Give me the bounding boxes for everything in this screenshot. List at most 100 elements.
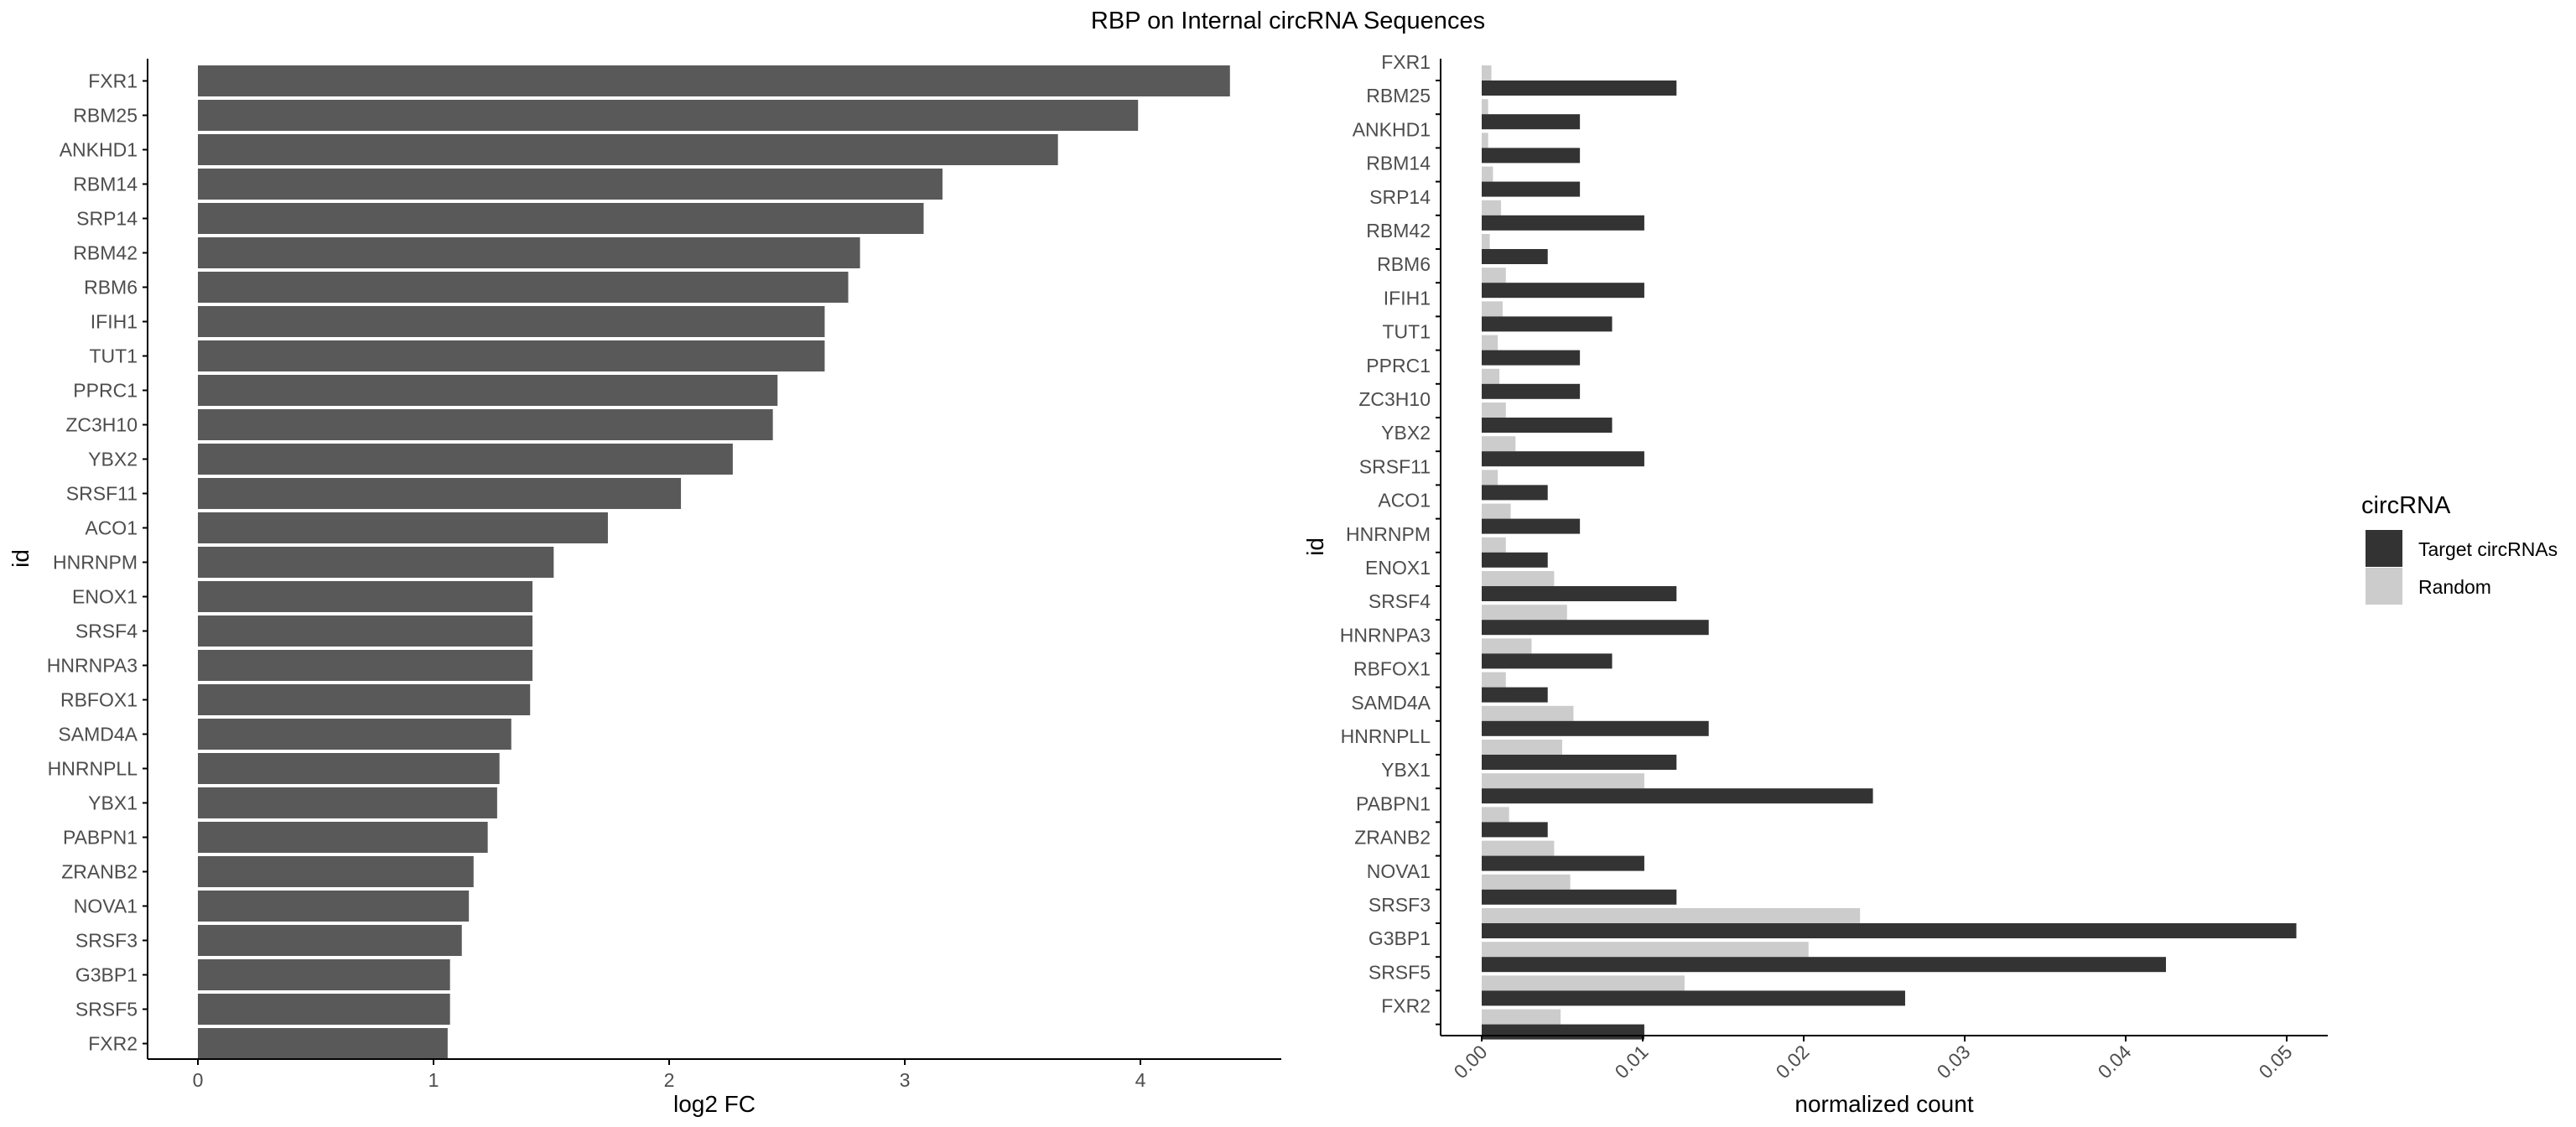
y-tick-label: RBM6	[1377, 253, 1431, 275]
y-tick-label: G3BP1	[75, 964, 138, 986]
y-tick-label: SRSF4	[75, 621, 138, 642]
y-tick-label: ZRANB2	[1354, 827, 1431, 849]
y-tick-label: ANKHD1	[60, 139, 138, 161]
y-tick-label: G3BP1	[1368, 927, 1431, 949]
bar-random-hnrnpll	[1482, 740, 1562, 755]
y-tick-label: YBX2	[88, 449, 138, 470]
y-tick-label: SRSF3	[1368, 894, 1431, 916]
bar-target-pabpn1	[1482, 822, 1548, 838]
y-tick-label: RBM25	[1366, 85, 1431, 106]
bar-random-fxr1	[1482, 65, 1492, 80]
bar-target-tut1	[1482, 350, 1581, 366]
bar-target-aco1	[1482, 518, 1581, 534]
x-tick-label: 0.02	[1771, 1041, 1813, 1083]
bar-random-rbfox1	[1482, 672, 1506, 688]
x-tick-label: 0.05	[2254, 1041, 2296, 1083]
x-tick-label: 0	[193, 1069, 204, 1091]
bar-nova1	[198, 891, 470, 922]
bar-target-g3bp1	[1482, 957, 2166, 973]
figure-title: RBP on Internal circRNA Sequences	[1091, 8, 1485, 34]
bar-random-aco1	[1482, 503, 1511, 519]
log2fc-bar-chart: FXR1 RBM25 ANKHD1 RBM14 SRP14 RBM42 RBM6 IFIH1 T…	[8, 59, 1281, 1117]
y-tick-label: RBM25	[73, 105, 138, 127]
bar-hnrnpll	[198, 753, 500, 784]
bar-samd4a	[198, 719, 512, 750]
bar-random-zc3h10	[1482, 402, 1506, 418]
bar-hnrnpm	[198, 547, 554, 578]
bar-srp14	[198, 203, 924, 234]
bar-target-ankhd1	[1482, 148, 1581, 164]
bar-zranb2	[198, 856, 474, 887]
bar-random-rbm14	[1482, 166, 1493, 182]
y-tick-label: SRP14	[76, 208, 138, 230]
bar-target-zranb2	[1482, 855, 1644, 871]
normalized-count-bars	[1482, 65, 2297, 1040]
y-tick-label: SRP14	[1369, 186, 1431, 208]
y-tick-label: IFIH1	[91, 311, 138, 333]
y-tick-label: SRSF11	[1359, 455, 1431, 477]
y-tick-label: ZRANB2	[61, 861, 138, 883]
bar-random-srsf5	[1482, 975, 1685, 991]
bar-target-srsf3	[1482, 923, 2297, 938]
bar-random-g3bp1	[1482, 942, 1809, 958]
bar-random-fxr2	[1482, 1009, 1561, 1025]
y-tick-label: TUT1	[1383, 321, 1431, 343]
log2fc-x-axis-title: log2 FC	[673, 1091, 756, 1117]
bar-ybx2	[198, 444, 733, 475]
bar-random-srp14	[1482, 200, 1502, 216]
bar-fxr2	[198, 1028, 448, 1059]
log2fc-bars	[198, 65, 1230, 1059]
bar-random-hnrnpm	[1482, 537, 1506, 553]
bar-pabpn1	[198, 822, 488, 853]
bar-random-ankhd1	[1482, 132, 1488, 148]
normalized-count-bar-chart: FXR1 RBM25 ANKHD1 RBM14 SRP14 RBM42 RBM6 IFIH1 T…	[1302, 51, 2328, 1117]
bar-target-srsf4	[1482, 620, 1709, 636]
log2fc-x-ticks: 0 1 2 3 4	[193, 1059, 1146, 1091]
bar-fxr1	[198, 65, 1230, 96]
bar-random-rbm42	[1482, 234, 1490, 249]
y-tick-label: PPRC1	[73, 380, 138, 402]
y-tick-label: SAMD4A	[1351, 692, 1431, 714]
bar-rbm14	[198, 169, 943, 200]
bar-pprc1	[198, 375, 778, 406]
bar-g3bp1	[198, 959, 450, 990]
x-tick-label: 4	[1135, 1069, 1146, 1091]
y-tick-label: FXR1	[88, 70, 138, 92]
bar-random-ifih1	[1482, 301, 1503, 317]
y-tick-label: NOVA1	[1367, 860, 1431, 882]
y-tick-label: ZC3H10	[65, 414, 138, 436]
bar-srsf11	[198, 478, 682, 509]
bar-ankhd1	[198, 134, 1058, 165]
normalized-count-x-axis-title: normalized count	[1794, 1091, 1973, 1117]
y-tick-label: ACO1	[1378, 490, 1431, 512]
x-tick-label: 1	[428, 1069, 439, 1091]
y-tick-label: RBM14	[73, 174, 138, 195]
y-tick-label: NOVA1	[74, 896, 138, 917]
y-tick-label: SRSF4	[1368, 590, 1431, 612]
bar-target-enox1	[1482, 586, 1677, 601]
x-tick-label: 0.03	[1932, 1041, 1974, 1083]
bar-target-ybx1	[1482, 788, 1873, 804]
bar-rbm42	[198, 237, 860, 268]
y-tick-label: HNRNPA3	[47, 655, 138, 677]
bar-target-fxr1	[1482, 80, 1677, 96]
x-tick-label: 0.04	[2093, 1041, 2135, 1083]
y-tick-label: TUT1	[90, 345, 138, 367]
bar-ifih1	[198, 306, 825, 337]
y-tick-label: YBX1	[88, 792, 138, 814]
bar-target-samd4a	[1482, 720, 1709, 736]
y-tick-label: RBFOX1	[60, 689, 138, 711]
y-tick-label: SRSF5	[1368, 961, 1431, 983]
y-tick-label: SRSF3	[75, 930, 138, 952]
bar-target-rbm42	[1482, 249, 1548, 264]
y-tick-label: HNRNPM	[53, 552, 138, 574]
y-tick-label: HNRNPLL	[1341, 725, 1431, 747]
bar-random-ybx2	[1482, 436, 1516, 452]
y-tick-label: ZC3H10	[1358, 388, 1431, 410]
y-tick-label: HNRNPLL	[48, 758, 138, 780]
legend-key-target-circrnas	[2366, 530, 2402, 567]
y-tick-label: FXR1	[1381, 51, 1431, 73]
bar-target-rbm14	[1482, 181, 1581, 197]
normalized-count-x-ticks: 0.00 0.01 0.02 0.03 0.04 0.05	[1449, 1036, 2297, 1083]
legend-key-random	[2366, 568, 2402, 605]
